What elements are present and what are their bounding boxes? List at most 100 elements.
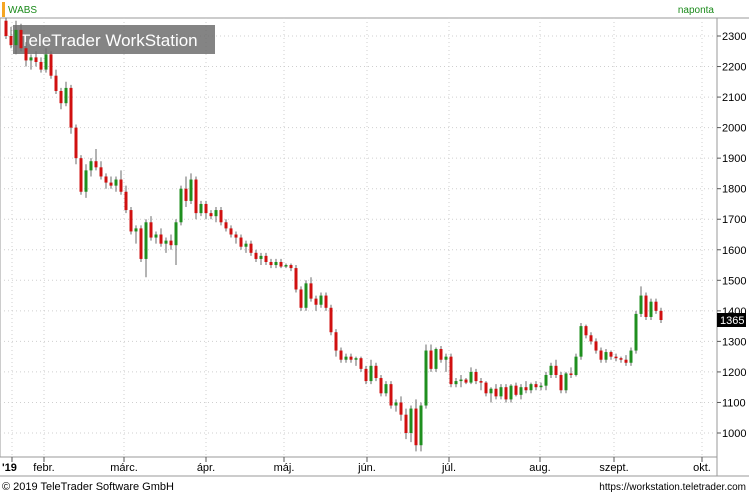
candle (619, 356, 623, 363)
plot-area[interactable] (0, 17, 718, 458)
candle (279, 258, 283, 269)
candle (479, 378, 483, 391)
last-value: 1365 (720, 315, 744, 327)
candle (169, 234, 173, 250)
candle (344, 353, 348, 363)
candle (214, 207, 218, 223)
candle (404, 408, 408, 440)
candle (414, 399, 418, 452)
candle (194, 176, 198, 220)
y-tick-label: 1700 (722, 214, 746, 226)
x-tick-label: '19 (2, 462, 17, 474)
candle (84, 164, 88, 198)
candle (119, 170, 123, 195)
y-tick-label: 1000 (722, 428, 746, 440)
candle (559, 371, 563, 394)
candle (629, 347, 633, 366)
candle (659, 307, 663, 324)
y-tick-label: 1900 (722, 153, 746, 165)
last-value-badge (717, 313, 746, 327)
candle (594, 338, 598, 354)
candle (304, 280, 308, 311)
candle (644, 292, 648, 321)
candle (524, 381, 528, 394)
candle (284, 263, 288, 269)
candle (389, 381, 393, 409)
candle (604, 349, 608, 363)
candle (164, 237, 168, 253)
candle (394, 399, 398, 412)
candle (244, 240, 248, 253)
candle (149, 216, 153, 241)
candle (239, 234, 243, 250)
candle (264, 252, 268, 266)
y-tick-label: 1100 (722, 397, 746, 409)
candle (504, 384, 508, 403)
candle (79, 155, 83, 195)
x-tick-label: okt. (693, 462, 711, 474)
candle (89, 158, 93, 177)
candle (219, 207, 223, 226)
candle (539, 382, 543, 391)
candle (309, 277, 313, 302)
candle (144, 219, 148, 278)
candle (569, 367, 573, 379)
y-tick-label: 1600 (722, 245, 746, 257)
x-tick-label: febr. (33, 462, 54, 474)
candle (104, 173, 108, 189)
candle (4, 17, 8, 40)
watermark-box (13, 25, 215, 54)
candle (464, 378, 468, 385)
candle (439, 345, 443, 363)
candle (54, 69, 58, 95)
candle (474, 368, 478, 385)
candle (154, 231, 158, 244)
candle (99, 161, 103, 180)
candle (654, 298, 658, 314)
x-tick-label: aug. (529, 462, 550, 474)
candle (199, 200, 203, 217)
x-tick-label: márc. (110, 462, 138, 474)
candle (509, 384, 513, 403)
candle (554, 359, 558, 379)
footer-url[interactable]: https://workstation.teletrader.com (599, 482, 746, 493)
candle (549, 362, 553, 379)
x-tick-label: szept. (599, 462, 628, 474)
candle (234, 231, 238, 244)
candle (624, 355, 628, 366)
candle (379, 374, 383, 397)
candle (354, 356, 358, 366)
candle (174, 219, 178, 266)
candle (424, 344, 428, 409)
candle (419, 402, 423, 452)
x-axis: '19 febr. márc. ápr. máj. jún. júl. aug. szept. o… (2, 457, 711, 474)
symbol-label[interactable]: WABS (8, 5, 37, 16)
candles (4, 17, 663, 452)
candle (469, 367, 473, 385)
candle (124, 185, 128, 214)
candle (634, 310, 638, 354)
candle (444, 353, 448, 372)
candle (44, 48, 48, 73)
candle (339, 347, 343, 363)
candle (369, 359, 373, 385)
candle (109, 176, 113, 189)
candle (639, 286, 643, 317)
candle (359, 356, 363, 372)
y-tick-label: 1200 (722, 367, 746, 379)
candle (529, 382, 533, 394)
candle (519, 384, 523, 400)
interval-label[interactable]: naponta (678, 5, 715, 16)
candle (129, 207, 133, 235)
y-tick-label: 1300 (722, 336, 746, 348)
candle (544, 371, 548, 391)
candle (364, 365, 368, 385)
candle (134, 225, 138, 244)
candle (69, 84, 73, 134)
candle (349, 353, 353, 363)
candle (484, 381, 488, 397)
candle (314, 295, 318, 311)
candle (579, 323, 583, 360)
candle (254, 249, 258, 262)
candle (534, 381, 538, 391)
